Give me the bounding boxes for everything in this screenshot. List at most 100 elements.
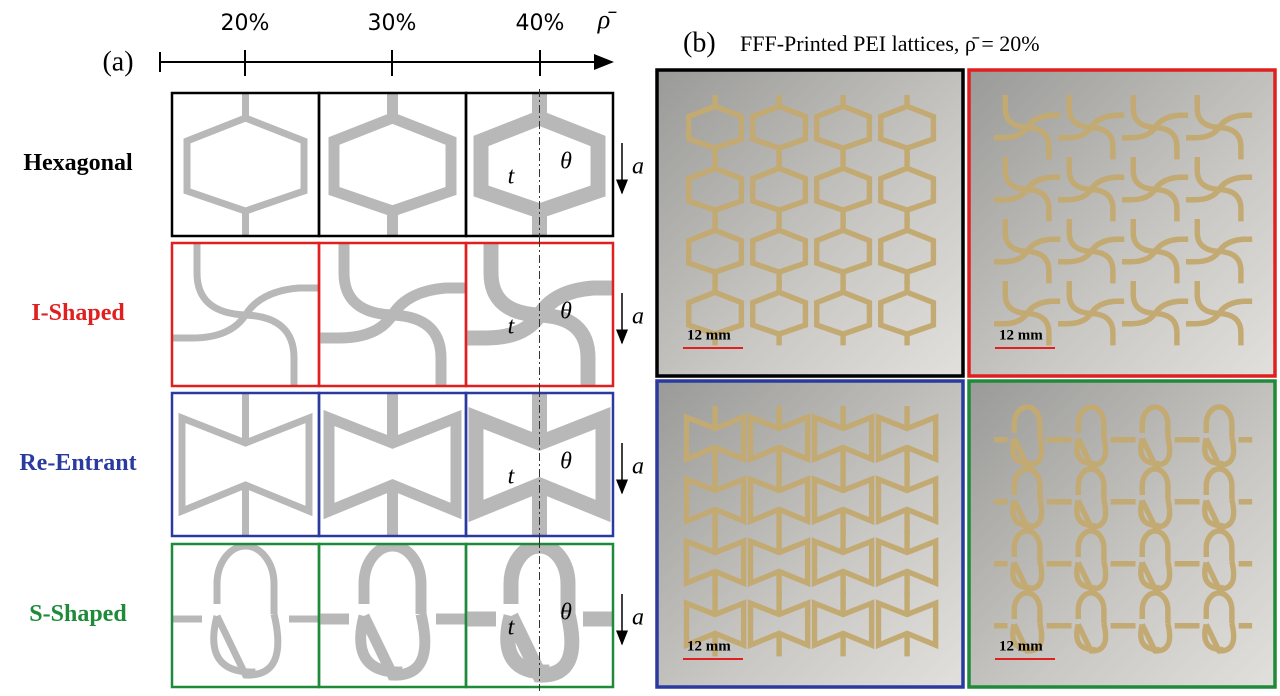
row-label: S-Shaped	[29, 601, 127, 627]
scale-bar-label: 12 mm	[687, 638, 731, 654]
axis-tick-label: 20%	[221, 11, 270, 36]
symbol-theta: θ	[560, 449, 572, 475]
lattice-wall	[686, 281, 745, 346]
lattice-photo	[655, 379, 965, 689]
symbol-a: a	[632, 605, 644, 631]
symbol-t: t	[508, 314, 516, 340]
cell-geometry	[319, 544, 466, 681]
cell-geometry	[178, 393, 313, 536]
lattice-wall	[1122, 404, 1189, 468]
lattice-wall	[1122, 219, 1189, 284]
lattice-wall	[994, 219, 1061, 284]
lattice-wall	[1058, 528, 1125, 592]
lattice-photo	[967, 68, 1277, 378]
lattice-wall	[1186, 404, 1253, 468]
lattice-wall	[878, 281, 937, 346]
symbol-t: t	[508, 464, 516, 490]
lattice-wall	[1186, 219, 1253, 284]
cell-geometry	[466, 544, 613, 683]
scale-bar-label: 12 mm	[999, 327, 1043, 343]
cell-geometry	[328, 93, 457, 236]
printed-lattice	[686, 95, 937, 346]
axis-tick-label: 30%	[368, 11, 417, 36]
lattice-wall	[994, 157, 1061, 222]
lattice-wall	[1186, 466, 1253, 530]
printed-lattice	[994, 404, 1253, 654]
lattice-photo	[655, 68, 965, 378]
lattice-wall	[683, 406, 747, 471]
lattice-wall	[1122, 281, 1189, 346]
cell-geometry	[172, 544, 319, 679]
symbol-theta: θ	[560, 149, 572, 175]
lattice-wall	[875, 468, 939, 533]
unit-cell	[317, 391, 468, 538]
lattice-wall	[1058, 95, 1125, 160]
lattice-wall	[1186, 281, 1253, 346]
lattice-wall	[1058, 590, 1125, 654]
lattice-wall	[1122, 95, 1189, 160]
lattice-wall	[994, 95, 1061, 160]
lattice-wall	[1186, 528, 1253, 592]
photo-border	[967, 379, 1277, 689]
lattice-wall	[1122, 157, 1189, 222]
lattice-wall	[814, 281, 873, 346]
lattice-wall	[994, 590, 1061, 654]
lattice-wall	[1122, 528, 1189, 592]
lattice-wall	[994, 281, 1061, 346]
unit-cell	[170, 391, 321, 538]
lattice-photo	[967, 379, 1277, 689]
lattice-wall	[1186, 590, 1253, 654]
unit-cell	[317, 241, 468, 388]
scale-bar-label: 12 mm	[999, 638, 1043, 654]
lattice-wall	[747, 468, 811, 533]
lattice-wall	[811, 406, 875, 471]
printed-lattice	[683, 406, 939, 657]
symbol-a: a	[632, 454, 644, 480]
lattice-wall	[994, 528, 1061, 592]
cell-geometry	[183, 93, 308, 236]
lattice-wall	[994, 404, 1061, 468]
lattice-wall	[1122, 590, 1189, 654]
symbol-a: a	[632, 304, 644, 330]
unit-cell	[170, 91, 321, 238]
photo-border	[967, 68, 1277, 378]
lattice-wall	[875, 406, 939, 471]
lattice-wall	[683, 530, 747, 595]
photo-border	[655, 379, 965, 689]
unit-cell	[317, 542, 468, 689]
lattice-wall	[811, 530, 875, 595]
row-label: I-Shaped	[31, 300, 125, 326]
lattice-wall	[683, 468, 747, 533]
lattice-wall	[1058, 466, 1125, 530]
cell-geometry	[172, 243, 319, 386]
photo-background	[657, 70, 963, 376]
axis-tick-label: 40%	[516, 11, 565, 36]
unit-cell	[170, 542, 321, 689]
panel-b-title: FFF-Printed PEI lattices, ρ̄ = 20%	[740, 31, 1040, 56]
lattice-wall	[750, 281, 809, 346]
panel-a-label: (a)	[102, 46, 133, 77]
lattice-wall	[747, 592, 811, 657]
scale-bar-label: 12 mm	[687, 327, 731, 343]
axis-symbol: ρ̄	[597, 5, 617, 34]
panel-b-label: (b)	[683, 27, 716, 58]
lattice-wall	[747, 406, 811, 471]
printed-lattice	[994, 95, 1253, 346]
lattice-wall	[747, 530, 811, 595]
lattice-wall	[1058, 219, 1125, 284]
symbol-theta: θ	[560, 600, 572, 626]
lattice-wall	[1122, 466, 1189, 530]
cell-geometry	[323, 393, 462, 536]
symbol-theta: θ	[560, 299, 572, 325]
lattice-wall	[1058, 404, 1125, 468]
unit-cell	[170, 241, 321, 388]
symbol-t: t	[508, 164, 516, 190]
lattice-wall	[1058, 157, 1125, 222]
row-label: Hexagonal	[23, 150, 133, 176]
lattice-wall	[875, 530, 939, 595]
symbol-a: a	[632, 154, 644, 180]
lattice-wall	[811, 468, 875, 533]
lattice-wall	[1186, 95, 1253, 160]
lattice-wall	[811, 592, 875, 657]
